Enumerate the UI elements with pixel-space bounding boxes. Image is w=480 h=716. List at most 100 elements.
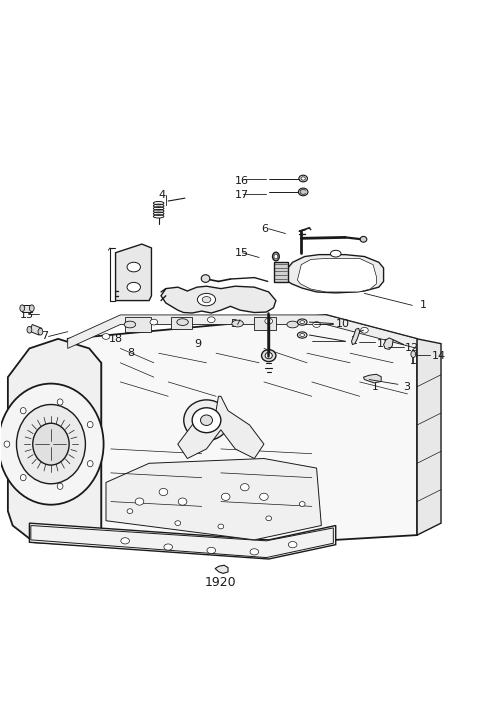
- Ellipse shape: [300, 321, 305, 324]
- Polygon shape: [351, 329, 360, 344]
- Ellipse shape: [301, 177, 305, 180]
- Polygon shape: [215, 565, 228, 574]
- Text: 2: 2: [350, 337, 357, 347]
- Polygon shape: [68, 315, 417, 554]
- Ellipse shape: [265, 352, 272, 359]
- Text: 18: 18: [108, 334, 122, 344]
- Polygon shape: [8, 339, 101, 545]
- Ellipse shape: [330, 251, 341, 257]
- Ellipse shape: [299, 188, 308, 195]
- Polygon shape: [363, 374, 381, 383]
- Text: 17: 17: [235, 190, 249, 200]
- Text: 9: 9: [194, 339, 202, 349]
- Polygon shape: [29, 523, 336, 559]
- Text: 6: 6: [262, 224, 268, 234]
- Text: 15: 15: [235, 248, 249, 258]
- Ellipse shape: [127, 509, 133, 513]
- Ellipse shape: [159, 488, 168, 495]
- Ellipse shape: [218, 524, 224, 529]
- Ellipse shape: [38, 329, 43, 335]
- Ellipse shape: [221, 493, 230, 500]
- Polygon shape: [106, 458, 322, 540]
- Ellipse shape: [20, 305, 24, 311]
- Ellipse shape: [33, 423, 69, 465]
- Ellipse shape: [266, 516, 272, 521]
- Ellipse shape: [87, 460, 93, 467]
- Ellipse shape: [411, 351, 416, 357]
- Polygon shape: [29, 324, 42, 335]
- Polygon shape: [178, 396, 264, 458]
- Ellipse shape: [29, 305, 34, 311]
- Polygon shape: [161, 286, 276, 313]
- Ellipse shape: [298, 319, 307, 325]
- Ellipse shape: [177, 319, 188, 326]
- Ellipse shape: [201, 275, 210, 282]
- Bar: [125, 317, 152, 332]
- Ellipse shape: [57, 399, 63, 405]
- Ellipse shape: [265, 319, 273, 324]
- Ellipse shape: [300, 334, 305, 337]
- Text: 12: 12: [405, 344, 419, 354]
- Ellipse shape: [201, 415, 213, 425]
- Polygon shape: [417, 339, 441, 535]
- Ellipse shape: [260, 493, 268, 500]
- Ellipse shape: [150, 319, 157, 325]
- Polygon shape: [68, 315, 417, 349]
- Text: 14: 14: [432, 351, 445, 361]
- Ellipse shape: [16, 405, 85, 484]
- Ellipse shape: [87, 422, 93, 427]
- Ellipse shape: [207, 317, 215, 323]
- Polygon shape: [116, 244, 152, 301]
- Ellipse shape: [4, 441, 10, 448]
- Ellipse shape: [121, 538, 130, 544]
- Ellipse shape: [164, 544, 172, 550]
- Ellipse shape: [262, 349, 276, 362]
- Text: 3: 3: [403, 382, 410, 392]
- Text: 4: 4: [158, 190, 166, 200]
- Ellipse shape: [232, 320, 243, 327]
- Text: 5: 5: [230, 319, 238, 329]
- Ellipse shape: [175, 521, 180, 526]
- Polygon shape: [31, 526, 333, 558]
- Polygon shape: [288, 255, 384, 293]
- Ellipse shape: [313, 321, 321, 327]
- Ellipse shape: [127, 282, 141, 292]
- Ellipse shape: [184, 400, 229, 440]
- Ellipse shape: [298, 332, 307, 338]
- Ellipse shape: [360, 236, 367, 242]
- Text: 13: 13: [20, 310, 34, 320]
- Ellipse shape: [102, 334, 110, 339]
- Ellipse shape: [127, 262, 141, 272]
- Ellipse shape: [192, 408, 221, 432]
- Polygon shape: [298, 258, 376, 292]
- Text: 8: 8: [128, 348, 135, 358]
- Ellipse shape: [178, 498, 187, 505]
- Ellipse shape: [124, 321, 136, 328]
- Ellipse shape: [287, 321, 299, 328]
- Bar: [254, 317, 276, 330]
- Text: 11: 11: [376, 339, 390, 349]
- Text: 16: 16: [235, 176, 249, 186]
- Ellipse shape: [20, 475, 26, 480]
- Text: 1: 1: [420, 300, 426, 310]
- Ellipse shape: [135, 498, 144, 505]
- Ellipse shape: [274, 254, 278, 259]
- Ellipse shape: [202, 296, 211, 303]
- Ellipse shape: [207, 547, 216, 553]
- Ellipse shape: [57, 483, 63, 490]
- Ellipse shape: [20, 407, 26, 414]
- Ellipse shape: [273, 252, 279, 261]
- Bar: [170, 317, 192, 329]
- Ellipse shape: [288, 541, 297, 548]
- Ellipse shape: [27, 326, 32, 333]
- Polygon shape: [384, 338, 393, 349]
- Polygon shape: [274, 262, 288, 282]
- Ellipse shape: [360, 327, 368, 333]
- Text: 7: 7: [41, 332, 48, 342]
- Ellipse shape: [300, 502, 305, 506]
- Text: 10: 10: [336, 319, 350, 329]
- Ellipse shape: [197, 294, 216, 306]
- Ellipse shape: [0, 384, 104, 505]
- Polygon shape: [22, 305, 32, 311]
- Ellipse shape: [250, 548, 259, 555]
